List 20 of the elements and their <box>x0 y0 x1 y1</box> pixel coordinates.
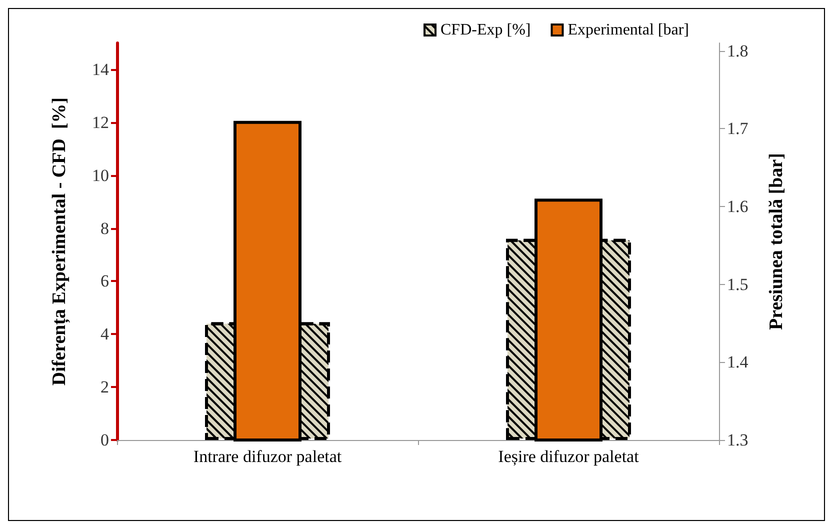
y-tick-label: 10 <box>92 166 109 185</box>
y-axis-title: Diferența Experimental - CFD [%] <box>49 97 70 386</box>
legend-label: Experimental [bar] <box>568 22 690 38</box>
y2-axis-title: Presiunea totală [bar] <box>766 153 787 330</box>
y2-tick-label: 1.4 <box>727 352 749 372</box>
y-tick-label: 4 <box>100 324 110 344</box>
x-tick-label: Ieșire difuzor paletat <box>498 447 640 466</box>
y2-tick-label: 1.8 <box>727 41 748 60</box>
y2-tick-label: 1.3 <box>727 430 748 450</box>
y-tick-label: 12 <box>92 112 109 132</box>
y-tick-label: 8 <box>100 218 109 238</box>
y2-tick-label: 1.6 <box>727 196 748 216</box>
y-tick-label: 14 <box>92 60 110 79</box>
y-tick-label: 6 <box>100 272 109 291</box>
y-tick-label: 2 <box>100 378 109 397</box>
x-tick-label: Intrare difuzor paletat <box>193 447 342 466</box>
y2-tick-label: 1.7 <box>727 119 749 138</box>
legend-label: CFD-Exp [%] <box>440 22 531 38</box>
y2-tick-label: 1.5 <box>727 274 748 294</box>
y-tick-label: 0 <box>100 430 109 450</box>
